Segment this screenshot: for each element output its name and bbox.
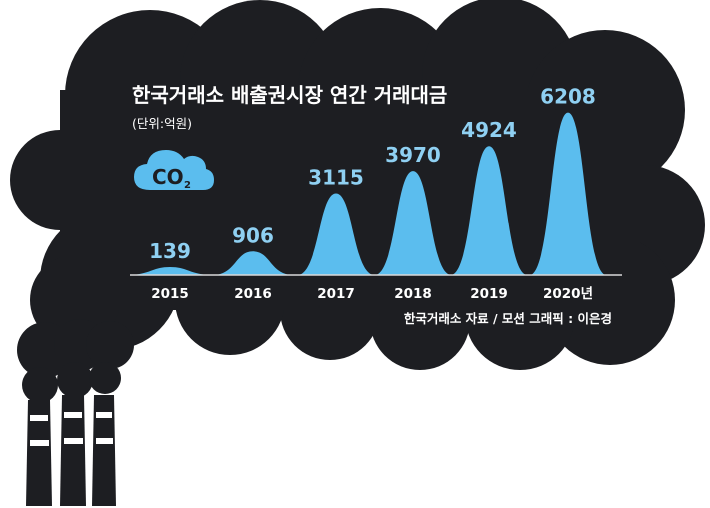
co2-label: CO [152, 165, 184, 189]
value-labels-group: 139 906 3115 3970 4924 6208 [149, 85, 596, 263]
peak-2019 [451, 146, 527, 275]
peaks-group [132, 112, 606, 275]
value-label-2017: 3115 [308, 166, 364, 190]
tick-labels-group: 2015 2016 2017 2018 2019 2020년 [151, 286, 593, 302]
value-label-2019: 4924 [461, 118, 517, 142]
tick-label-2019: 2019 [470, 286, 508, 302]
tick-label-2020년: 2020년 [543, 286, 593, 302]
chart-title: 한국거래소 배출권시장 연간 거래대금 [132, 83, 447, 107]
value-label-2020년: 6208 [540, 85, 596, 109]
value-label-2015: 139 [149, 239, 191, 263]
tick-label-2016: 2016 [234, 286, 272, 302]
value-label-2018: 3970 [385, 143, 441, 167]
peak-2015 [132, 267, 208, 275]
peak-2017 [298, 193, 374, 275]
tick-label-2017: 2017 [317, 286, 355, 302]
value-label-2016: 906 [232, 223, 274, 247]
peak-2016 [215, 251, 291, 275]
peak-2018 [375, 171, 451, 275]
chimney-icon [26, 395, 116, 506]
unit-label: (단위:억원) [132, 116, 192, 131]
source-note: 한국거래소 자료 / 모션 그래픽 : 이은경 [404, 311, 612, 326]
peak-2020년 [530, 112, 606, 275]
co2-cloud-icon: CO 2 [134, 150, 214, 191]
co2-subscript: 2 [184, 180, 191, 191]
tick-label-2015: 2015 [151, 286, 189, 302]
smoke-cloud-background [10, 0, 705, 403]
tick-label-2018: 2018 [394, 286, 432, 302]
